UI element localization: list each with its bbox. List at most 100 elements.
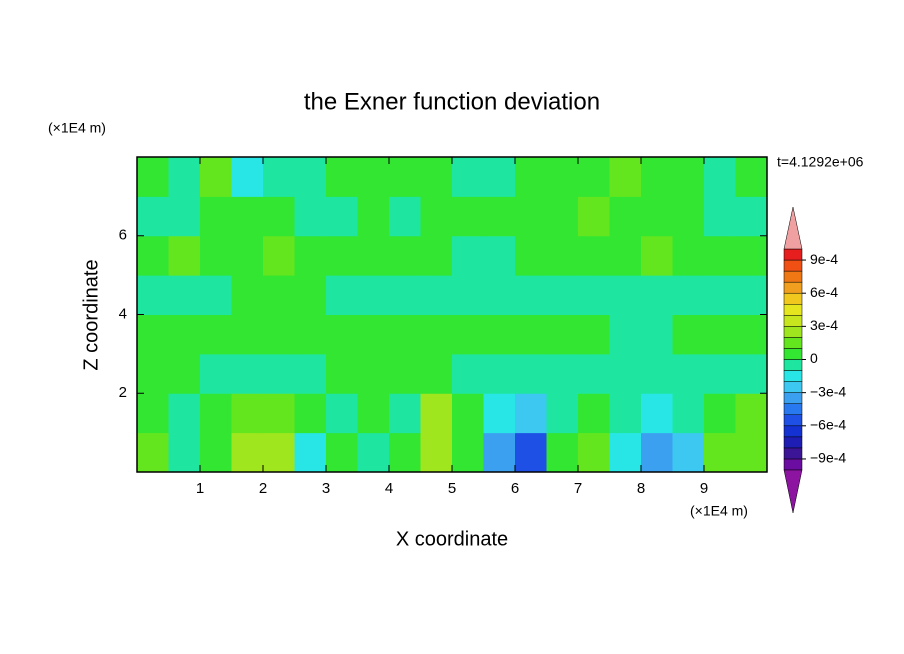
contour-cell <box>483 196 516 237</box>
contour-cell <box>735 314 768 355</box>
contour-cell <box>515 157 547 197</box>
contour-cell <box>704 275 736 315</box>
colorbar-box <box>783 337 803 349</box>
contour-cell <box>168 393 201 434</box>
contour-cell <box>735 393 768 434</box>
contour-cell <box>420 196 453 237</box>
contour-cell <box>294 432 327 473</box>
colorbar-box <box>783 348 803 360</box>
contour-cell <box>546 157 579 197</box>
contour-cell <box>735 196 768 237</box>
colorbar-box <box>783 381 803 393</box>
contour-cell <box>452 157 484 197</box>
colorbar-box <box>783 425 803 438</box>
y-tick-label: 6 <box>119 227 127 244</box>
contour-cell <box>546 196 579 237</box>
colorbar-box <box>783 370 803 382</box>
colorbar-tick-label: 0 <box>810 350 818 366</box>
x-tick-label: 2 <box>259 480 267 497</box>
colorbar-box <box>783 359 803 371</box>
contour-cell <box>231 314 264 355</box>
colorbar-extension-high <box>783 206 803 250</box>
colorbar-box <box>783 259 803 272</box>
x-unit-label: (×1E4 m) <box>690 503 748 519</box>
contour-cell <box>452 275 484 315</box>
colorbar-box <box>783 304 803 316</box>
contour-cell <box>546 432 579 473</box>
contour-cell <box>326 196 358 237</box>
contour-cell <box>200 275 232 315</box>
contour-cell <box>326 157 358 197</box>
contour-cell <box>389 196 421 237</box>
contour-cell <box>483 275 516 315</box>
contour-cell <box>672 432 705 473</box>
contour-cell <box>452 432 484 473</box>
contour-cell <box>641 196 673 237</box>
contour-cell <box>200 314 232 355</box>
contour-cell <box>294 196 327 237</box>
contour-cell <box>420 235 453 276</box>
contour-cell <box>326 432 358 473</box>
contour-cell <box>200 157 232 197</box>
contour-cell <box>137 314 169 355</box>
x-tick-label: 4 <box>385 480 393 497</box>
contour-cell <box>641 432 673 473</box>
contour-cell <box>294 157 327 197</box>
y-axis-label: Z coordinate <box>80 259 102 370</box>
contour-cell <box>357 275 390 315</box>
contour-cell <box>578 157 610 197</box>
contour-cell <box>609 157 642 197</box>
contour-cell <box>546 314 579 355</box>
contour-cell <box>231 432 264 473</box>
y-unit-label: (×1E4 m) <box>48 120 106 136</box>
contour-cell <box>389 275 421 315</box>
contour-cell <box>168 157 201 197</box>
contour-cell <box>200 393 232 434</box>
contour-cell <box>357 314 390 355</box>
contour-cell <box>672 275 705 315</box>
x-tick-label: 7 <box>574 480 582 497</box>
contour-cell <box>294 314 327 355</box>
contour-cell <box>672 353 705 394</box>
contour-cell <box>420 353 453 394</box>
contour-cell <box>704 157 736 197</box>
contour-cell <box>420 393 453 434</box>
colorbar-tick-label: 3e-4 <box>810 317 838 333</box>
contour-cell <box>231 353 264 394</box>
contour-cell <box>578 275 610 315</box>
contour-cell <box>294 275 327 315</box>
contour-cell <box>735 353 768 394</box>
y-tick-label: 2 <box>119 384 127 401</box>
contour-cell <box>357 235 390 276</box>
contour-cell <box>389 157 421 197</box>
contour-cell <box>200 432 232 473</box>
contour-cell <box>452 314 484 355</box>
colorbar-box <box>783 458 803 471</box>
contour-cell <box>168 235 201 276</box>
contour-cell <box>672 157 705 197</box>
colorbar-box <box>783 403 803 416</box>
contour-cell <box>735 275 768 315</box>
contour-cell <box>578 432 610 473</box>
contour-cell <box>641 353 673 394</box>
contour-cell <box>483 432 516 473</box>
contour-cell <box>389 235 421 276</box>
x-tick-label: 3 <box>322 480 330 497</box>
y-tick-label: 4 <box>119 305 127 322</box>
colorbar-tick-label: 6e-4 <box>810 284 838 300</box>
contour-cell <box>546 275 579 315</box>
contour-cell <box>326 353 358 394</box>
contour-cell <box>735 235 768 276</box>
colorbar-box <box>783 315 803 327</box>
contour-cell <box>137 196 169 237</box>
x-axis-label: X coordinate <box>396 528 508 550</box>
contour-cell <box>168 314 201 355</box>
contour-cell <box>515 393 547 434</box>
time-label: t=4.1292e+06 <box>777 154 864 170</box>
contour-cell <box>609 235 642 276</box>
contour-cell <box>578 314 610 355</box>
chart-title: the Exner function deviation <box>304 88 600 115</box>
contour-cell <box>357 196 390 237</box>
contour-cell <box>200 235 232 276</box>
contour-cell <box>294 393 327 434</box>
